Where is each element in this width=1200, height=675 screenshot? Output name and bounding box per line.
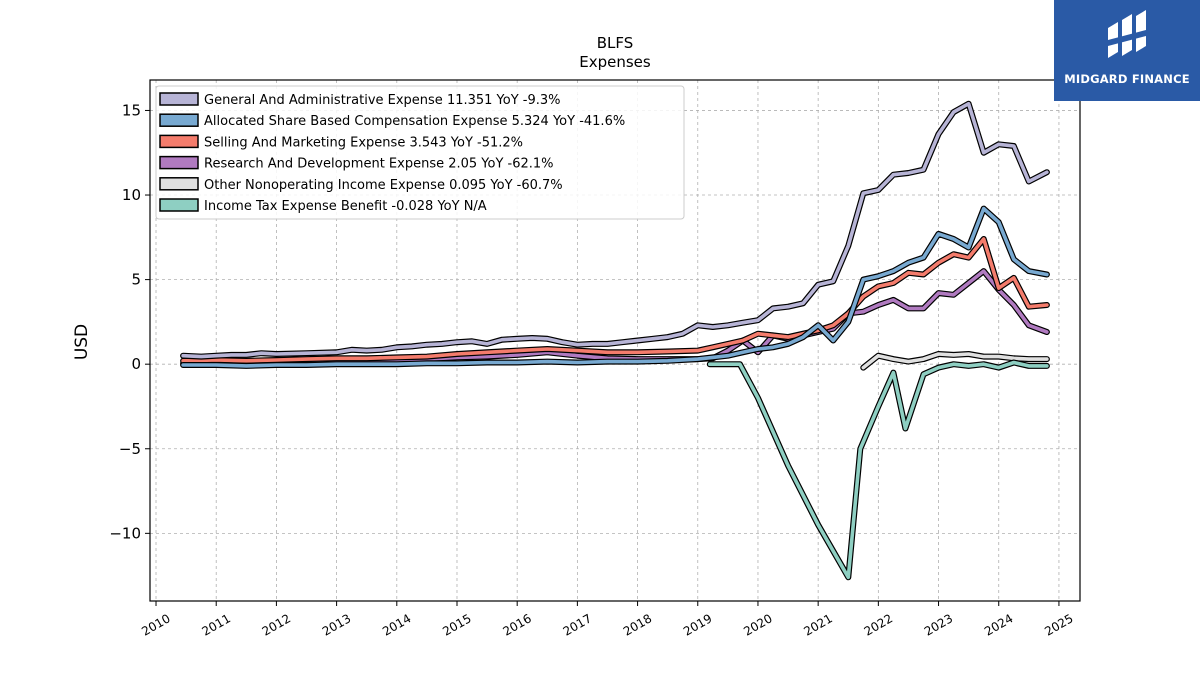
legend-swatch-other-nonoperating-income-expense: [159, 177, 199, 191]
legend-box: [155, 85, 685, 220]
midgard-logo-icon: [1108, 10, 1146, 58]
legend-label-research-and-development-expense: Research And Development Expense 2.05 Yo…: [204, 157, 554, 172]
legend-swatch-research-and-development-expense: [159, 155, 199, 170]
x-tick-label-2021: 2021: [801, 611, 834, 638]
legend-label-other-nonoperating-income-expense: Other Nonoperating Income Expense 0.095 …: [204, 178, 563, 193]
series-line-general-and-administrative-expense: [181, 101, 1049, 359]
midgard-finance-logo: MIDGARD FINANCE: [1054, 0, 1200, 101]
x-tick-label-2023: 2023: [922, 611, 955, 638]
x-tick-label-2022: 2022: [862, 611, 895, 638]
legend-swatch-allocated-share-based-compensation-expense: [159, 113, 199, 127]
x-tick-label-2011: 2011: [199, 611, 232, 638]
logo-text: MIDGARD FINANCE: [1064, 72, 1190, 86]
legend: General And Administrative Expense 11.35…: [155, 85, 685, 220]
x-tick-label-2013: 2013: [320, 611, 353, 638]
x-tick-label-2018: 2018: [621, 611, 654, 638]
y-tick-label--5: −5: [119, 440, 141, 458]
chart-subtitle: Expenses: [579, 53, 651, 71]
legend-swatch-general-and-administrative-expense: [159, 92, 199, 106]
y-tick-label-0: 0: [131, 355, 141, 373]
x-tick-label-2019: 2019: [681, 611, 714, 638]
series-line-income-tax-expense-benefit: [707, 360, 1049, 580]
legend-label-allocated-share-based-compensation-expense: Allocated Share Based Compensation Expen…: [204, 114, 625, 129]
legend-label-income-tax-expense-benefit: Income Tax Expense Benefit -0.028 YoY N/…: [204, 199, 487, 214]
legend-swatch-selling-and-marketing-expense: [159, 134, 199, 149]
x-tick-label-2024: 2024: [982, 611, 1015, 638]
x-tick-label-2010: 2010: [139, 611, 172, 638]
y-tick-label-15: 15: [122, 101, 141, 119]
chart-title: BLFS: [597, 34, 634, 52]
x-tick-label-2020: 2020: [741, 611, 774, 638]
legend-swatch-income-tax-expense-benefit: [159, 198, 199, 212]
y-tick-label-10: 10: [122, 186, 141, 204]
series-line-allocated-share-based-compensation-expense: [181, 206, 1049, 368]
legend-label-general-and-administrative-expense: General And Administrative Expense 11.35…: [204, 93, 561, 108]
legend-label-selling-and-marketing-expense: Selling And Marketing Expense 3.543 YoY …: [204, 135, 523, 150]
x-tick-label-2025: 2025: [1042, 611, 1075, 638]
x-tick-label-2016: 2016: [500, 611, 533, 638]
plot-frame: [149, 79, 1081, 602]
series-line-selling-and-marketing-expense: [181, 237, 1049, 363]
y-tick-label-5: 5: [131, 271, 141, 289]
series-layer: [180, 100, 1050, 581]
y-axis-label: USD: [72, 324, 92, 360]
x-tick-label-2017: 2017: [561, 611, 594, 638]
series-line-other-nonoperating-income-expense: [861, 352, 1049, 370]
x-tick-label-2015: 2015: [440, 611, 473, 638]
x-tick-label-2014: 2014: [380, 611, 413, 638]
x-tick-label-2012: 2012: [260, 611, 293, 638]
y-tick-label--10: −10: [109, 524, 141, 542]
